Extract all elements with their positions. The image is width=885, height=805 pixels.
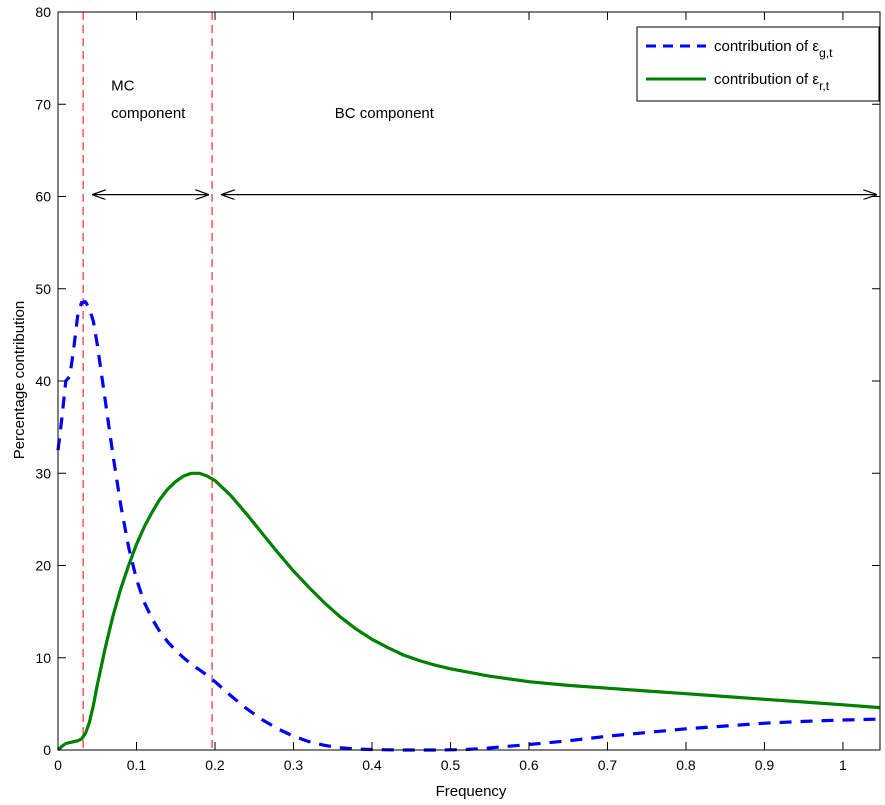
x-tick-label: 0.7 bbox=[598, 757, 618, 773]
x-tick-label: 0 bbox=[54, 757, 62, 773]
axes: 0 0.1 0.2 0.3 0.4 0.5 0.6 0.7 0.8 0.9 101020304050… bbox=[35, 4, 881, 773]
x-tick-label: 0.4 bbox=[362, 757, 382, 773]
legend-entry-g-prefix: contribution of ε bbox=[714, 38, 819, 55]
legend-entry-r-subscript: r,t bbox=[819, 79, 830, 93]
y-tick-label: 20 bbox=[35, 558, 51, 574]
y-axis-label: Percentage contribution bbox=[11, 301, 28, 459]
series-layer bbox=[56, 300, 880, 752]
mc-label-line1: MC bbox=[111, 77, 134, 94]
x-tick-label: 0.3 bbox=[284, 757, 304, 773]
y-tick-label: 10 bbox=[35, 650, 51, 666]
x-tick-label: 0.2 bbox=[205, 757, 225, 773]
bc-label: BC component bbox=[335, 105, 435, 122]
annotation-layer: MC component BC component bbox=[93, 77, 876, 194]
legend-entry-g: contribution of εg,t bbox=[714, 38, 833, 60]
x-tick-label: 0.8 bbox=[676, 757, 696, 773]
x-tick-label: 0.9 bbox=[755, 757, 775, 773]
plot-area bbox=[58, 12, 880, 750]
y-tick-label: 50 bbox=[35, 281, 51, 297]
y-tick-label: 60 bbox=[35, 189, 51, 205]
y-tick-label: 40 bbox=[35, 373, 51, 389]
legend-entry-g-subscript: g,t bbox=[819, 46, 833, 60]
plot-background bbox=[58, 12, 880, 750]
series-line-gt bbox=[56, 300, 880, 752]
legend: contribution of εg,t contribution of εr,… bbox=[636, 26, 880, 102]
y-tick-label: 70 bbox=[35, 96, 51, 112]
legend-entry-r: contribution of εr,t bbox=[714, 71, 830, 93]
y-tick-label: 0 bbox=[43, 742, 51, 758]
x-tick-label: 0.5 bbox=[441, 757, 461, 773]
x-tick-label: 0.6 bbox=[519, 757, 539, 773]
x-axis-label: Frequency bbox=[436, 783, 507, 800]
mc-label-line2: component bbox=[111, 105, 186, 122]
x-tick-label: 1 bbox=[839, 757, 847, 773]
y-tick-label: 30 bbox=[35, 465, 51, 481]
legend-entry-r-prefix: contribution of ε bbox=[714, 71, 819, 88]
legend-box bbox=[636, 26, 880, 102]
y-tick-label: 80 bbox=[35, 4, 51, 20]
series-line-rt bbox=[56, 471, 880, 752]
x-tick-label: 0.1 bbox=[127, 757, 147, 773]
